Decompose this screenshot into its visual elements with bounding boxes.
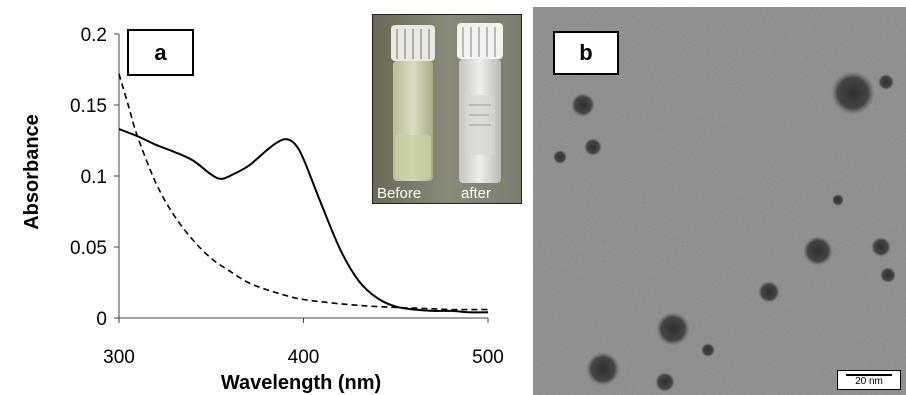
y-tick-label: 0.2 xyxy=(81,25,107,46)
x-tick-label: 500 xyxy=(472,347,504,368)
tem-micrograph xyxy=(533,7,906,395)
series-lines xyxy=(118,73,489,314)
x-axis-label: Wavelength (nm) xyxy=(221,372,381,394)
panel-label-b: b xyxy=(553,31,619,75)
y-tick-label: 0.15 xyxy=(70,96,107,117)
scale-bar: 20 nm xyxy=(837,370,901,390)
series-line-dashed xyxy=(118,73,489,311)
vial-photo xyxy=(373,15,521,203)
panel-label-a: a xyxy=(127,29,194,76)
axis-labels: Wavelength (nm) Absorbance xyxy=(21,114,381,394)
scale-bar-line xyxy=(846,374,892,376)
x-tick-label: 300 xyxy=(103,347,135,368)
scale-bar-label: 20 nm xyxy=(855,376,883,387)
y-tick-label: 0.1 xyxy=(81,167,107,188)
series-line-solid xyxy=(118,128,489,314)
panel-a-absorbance-chart: 0 0.05 0.1 0.15 0.2 300 400 500 Wavelength (nm)… xyxy=(21,14,522,394)
y-tick-label: 0 xyxy=(96,309,107,330)
x-tick-label: 400 xyxy=(288,347,320,368)
absorbance-chart: 0 0.05 0.1 0.15 0.2 300 400 500 Wavelength (nm)… xyxy=(21,25,504,394)
vial-photo-inset: Before after xyxy=(372,14,522,204)
nanoparticles xyxy=(553,71,896,392)
y-axis-label: Absorbance xyxy=(21,114,43,230)
panel-b-tem-image: b 20 nm xyxy=(533,7,906,395)
inset-label-before: Before xyxy=(377,185,422,202)
y-tick-label: 0.05 xyxy=(70,238,107,259)
axes: 0 0.05 0.1 0.15 0.2 300 400 500 xyxy=(70,25,504,368)
vial-after xyxy=(457,23,503,183)
inset-label-after: after xyxy=(461,185,492,202)
vial-before xyxy=(391,25,435,181)
